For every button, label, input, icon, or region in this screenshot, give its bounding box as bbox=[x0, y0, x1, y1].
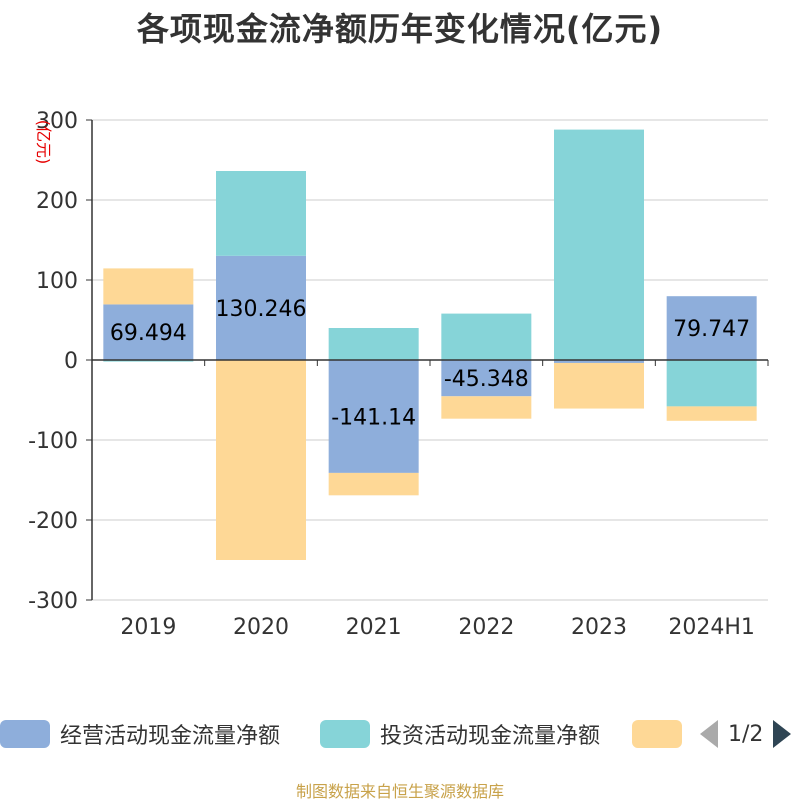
bars bbox=[103, 129, 757, 560]
bar-2023-series-1 bbox=[554, 129, 644, 360]
chart-title: 各项现金流净额历年变化情况(亿元) bbox=[136, 10, 664, 48]
bar-2021-series-0 bbox=[328, 360, 419, 473]
bar-2021-series-2 bbox=[328, 472, 419, 496]
data-source-footer: 制图数据来自恒生聚源数据库 bbox=[295, 782, 504, 801]
x-axis-tick-label: 2019 bbox=[120, 615, 176, 640]
y-axis-tick-label: 300 bbox=[36, 109, 78, 134]
data-label: 69.494 bbox=[110, 321, 187, 346]
bar-2020-series-2 bbox=[216, 360, 306, 560]
bar-2019-series-2 bbox=[103, 268, 194, 305]
bar-2021-series-1 bbox=[328, 328, 419, 360]
y-axis-tick-label: -300 bbox=[28, 589, 78, 614]
data-label: 79.747 bbox=[673, 317, 750, 342]
legend-item-investing[interactable]: 投资活动现金流量净额 bbox=[320, 718, 600, 750]
legend-swatch-operating bbox=[0, 720, 50, 748]
x-axis-tick-label: 2024H1 bbox=[668, 615, 755, 640]
y-axis-tick-label: 100 bbox=[36, 269, 78, 294]
bar-2024H1-series-0 bbox=[666, 296, 757, 360]
data-labels: 69.494 130.246 -141.14 -45.348 79.747 bbox=[110, 297, 750, 431]
legend: 经营活动现金流量净额 投资活动现金流量净额 1/2 bbox=[0, 708, 800, 762]
data-label: -45.348 bbox=[444, 367, 529, 392]
axes: 300 200 100 0 -100 -200 -300 2019 2020 2021 2022 20… bbox=[28, 109, 769, 640]
data-label: 130.246 bbox=[216, 297, 307, 322]
legend-swatch-financing bbox=[632, 720, 682, 748]
bar-2022-series-0 bbox=[441, 360, 532, 397]
bar-2024H1-series-2 bbox=[666, 406, 757, 421]
bar-2020-series-1 bbox=[216, 171, 306, 256]
legend-next-page-icon[interactable] bbox=[773, 720, 792, 748]
bar-2024H1-series-1 bbox=[666, 360, 757, 407]
bar-2023-series-0 bbox=[554, 360, 644, 363]
x-axis-tick-label: 2023 bbox=[571, 615, 627, 640]
x-axis-tick-label: 2020 bbox=[233, 615, 289, 640]
y-axis-tick-label: 0 bbox=[64, 349, 78, 374]
legend-pager: 1/2 bbox=[700, 718, 792, 750]
bar-2022-series-2 bbox=[441, 396, 532, 419]
x-axis-tick-label: 2022 bbox=[458, 615, 514, 640]
bar-chart: 300 200 100 0 -100 -200 -300 2019 2020 2021 2022 20… bbox=[28, 109, 769, 640]
bar-2022-series-1 bbox=[441, 313, 532, 360]
x-axis-tick-label: 2021 bbox=[346, 615, 402, 640]
legend-label-investing: 投资活动现金流量净额 bbox=[380, 724, 601, 749]
legend-prev-page-icon[interactable] bbox=[700, 720, 718, 748]
y-axis-tick-label: 200 bbox=[36, 189, 78, 214]
legend-label-operating: 经营活动现金流量净额 bbox=[60, 724, 281, 749]
bar-2019-series-1 bbox=[103, 360, 194, 362]
y-axis-tick-label: -200 bbox=[28, 509, 78, 534]
y-axis-unit-label: (亿元) bbox=[34, 120, 53, 165]
bar-2020-series-0 bbox=[216, 255, 306, 360]
legend-item-financing[interactable] bbox=[632, 718, 682, 750]
y-axis-tick-label: -100 bbox=[28, 429, 78, 454]
legend-item-operating[interactable]: 经营活动现金流量净额 bbox=[0, 718, 280, 750]
data-label: -141.14 bbox=[331, 405, 416, 430]
bar-2023-series-2 bbox=[554, 362, 644, 409]
legend-swatch-investing bbox=[320, 720, 370, 748]
bar-2019-series-0 bbox=[103, 304, 194, 360]
legend-page-indicator: 1/2 bbox=[728, 721, 764, 747]
